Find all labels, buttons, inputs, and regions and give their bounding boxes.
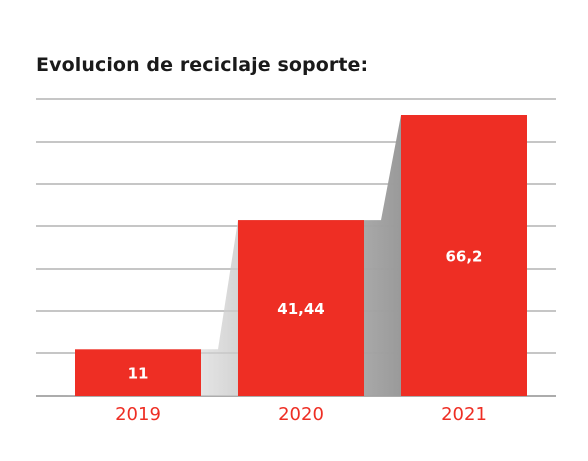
- bar-2020: [238, 220, 364, 396]
- value-label-2020: 41,44: [277, 300, 324, 318]
- value-label-2021: 66,2: [445, 248, 482, 266]
- category-labels: 2019 2020 2021: [115, 404, 487, 425]
- value-label-2019: 11: [128, 365, 149, 383]
- value-labels: 11 41,44 66,2: [128, 248, 483, 383]
- category-label-2019: 2019: [115, 404, 161, 425]
- chart-title: Evolucion de reciclaje soporte:: [36, 54, 369, 76]
- bar-2019: [75, 349, 201, 396]
- bar-2021: [401, 115, 527, 396]
- category-label-2020: 2020: [278, 404, 324, 425]
- category-label-2021: 2021: [441, 404, 487, 425]
- bars: [75, 115, 527, 396]
